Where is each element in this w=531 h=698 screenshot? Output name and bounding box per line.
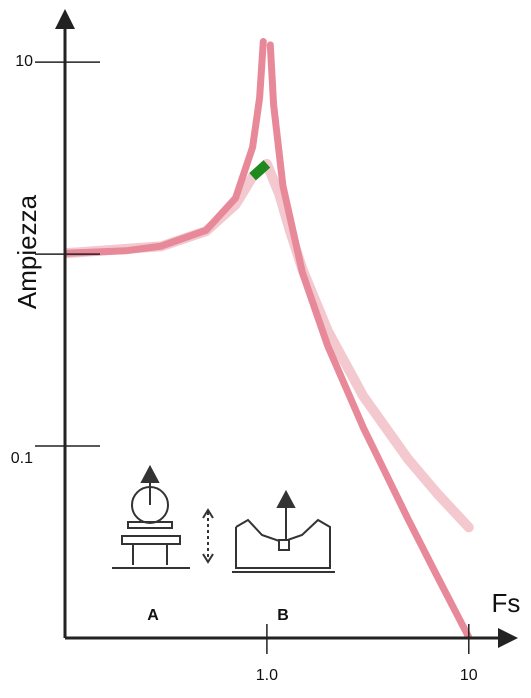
icon-a	[112, 464, 214, 569]
label-a: A	[147, 607, 159, 624]
y-axis-arrow	[55, 9, 75, 29]
series-line	[65, 38, 473, 638]
y-tick-label: 0.1	[11, 450, 33, 467]
label-b: B	[277, 607, 289, 624]
x-tick-label: 10	[460, 667, 478, 684]
peak-highlight	[249, 160, 271, 181]
x-axis-arrow	[498, 628, 518, 648]
x-axis-label: Fs	[492, 588, 521, 618]
y-axis-label: Ampiezza	[12, 194, 42, 309]
y-tick-label: 10	[15, 53, 33, 70]
plot-area	[65, 38, 474, 638]
x-tick-label: 1.0	[256, 667, 278, 684]
icon-b	[232, 489, 335, 573]
series-line	[65, 158, 474, 533]
